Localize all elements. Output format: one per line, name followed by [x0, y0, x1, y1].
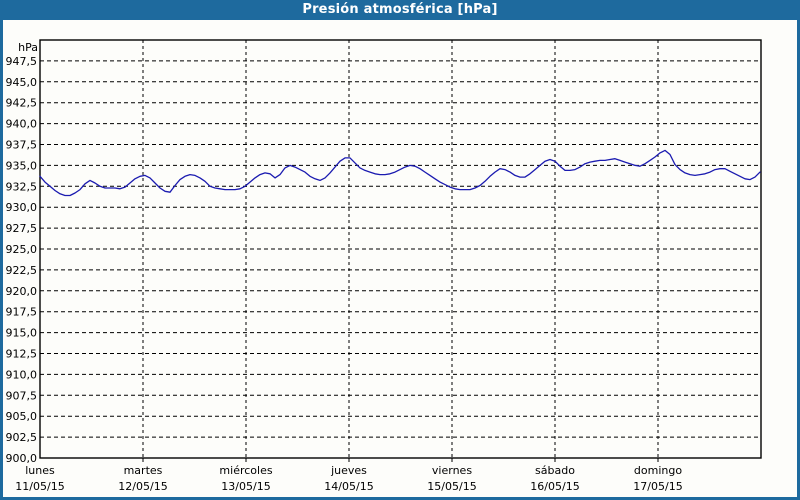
title-bar: Presión atmosférica [hPa]: [0, 0, 800, 20]
chart-content-area: [3, 20, 797, 497]
chart-title: Presión atmosférica [hPa]: [302, 2, 498, 17]
